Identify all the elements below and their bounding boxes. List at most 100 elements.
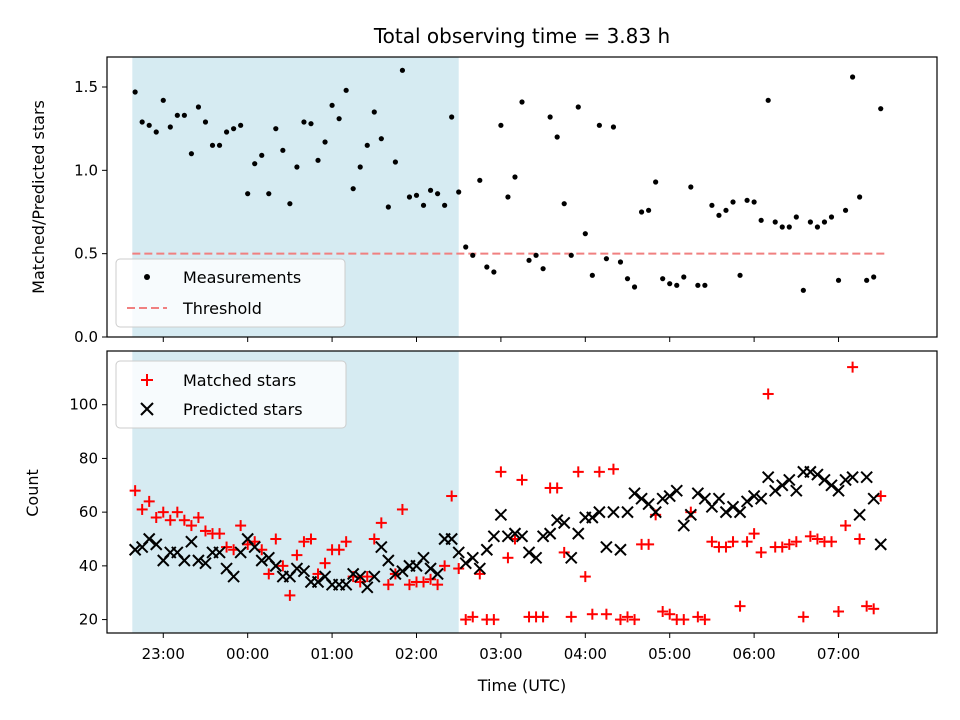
matched-stars-point	[811, 533, 823, 545]
measurement-point	[526, 257, 532, 263]
y-tick-label: 40	[79, 557, 98, 575]
measurement-point	[681, 274, 687, 280]
measurement-point	[491, 269, 497, 275]
predicted-stars-point	[543, 527, 557, 540]
predicted-stars-point	[719, 505, 733, 519]
predicted-stars-point	[473, 562, 487, 575]
x-tick-label: 01:00	[310, 645, 353, 663]
measurement-point	[758, 217, 764, 223]
predicted-stars-point	[128, 543, 142, 556]
measurement-point	[484, 264, 490, 270]
matched-stars-point	[432, 579, 444, 591]
measurement-point	[392, 159, 398, 165]
measurement-point	[434, 191, 441, 197]
predicted-stars-point	[178, 554, 191, 567]
matched-stars-point	[291, 549, 303, 561]
predicted-stars-point	[227, 570, 240, 583]
predicted-stars-point	[396, 565, 409, 578]
matched-stars-point	[762, 388, 774, 400]
predicted-stars-point	[494, 508, 508, 522]
predicted-stars-point	[839, 473, 852, 487]
predicted-stars-point	[691, 487, 705, 500]
legend-marker-measurements	[144, 274, 150, 280]
legend-label-matched: Matched stars	[183, 371, 296, 390]
measurement-point	[610, 124, 617, 130]
predicted-stars-point	[684, 508, 698, 522]
measurement-point	[857, 194, 863, 200]
matched-stars-point	[235, 520, 247, 532]
measurement-point	[378, 136, 384, 142]
predicted-stars-point	[614, 543, 627, 556]
y-tick-label: 1.0	[74, 161, 98, 179]
measurement-point	[512, 174, 518, 180]
predicted-stars-point	[297, 565, 311, 578]
measurement-point	[385, 204, 391, 210]
legend-label-measurements: Measurements	[183, 268, 301, 287]
predicted-stars-point	[867, 492, 880, 505]
matched-stars-point	[861, 600, 873, 612]
measurement-point	[660, 276, 666, 282]
measurement-point	[793, 214, 799, 220]
matched-stars-point	[868, 603, 880, 615]
measurement-point	[153, 129, 159, 135]
measurement-point	[139, 119, 145, 125]
measurement-point	[835, 277, 842, 283]
measurement-point	[420, 202, 427, 208]
predicted-stars-point	[452, 546, 465, 559]
measurement-point	[174, 112, 180, 118]
measurement-point	[245, 191, 251, 197]
predicted-stars-point	[192, 554, 205, 567]
matched-stars-point	[488, 614, 500, 626]
predicted-stars-point	[747, 489, 761, 503]
predicted-stars-point	[382, 554, 395, 567]
predicted-stars-point	[825, 479, 838, 492]
predicted-stars-point	[515, 530, 529, 543]
matched-stars-point	[474, 568, 486, 580]
matched-stars-point	[361, 571, 373, 583]
matched-stars-point	[600, 608, 612, 620]
predicted-stars-point	[354, 570, 367, 583]
matched-stars-point	[629, 614, 641, 626]
measurement-point	[399, 67, 406, 73]
measurement-point	[336, 116, 342, 122]
measurement-point	[547, 114, 553, 120]
predicted-stars-point	[740, 495, 754, 508]
measurement-point	[209, 142, 216, 148]
measurement-point	[779, 224, 785, 230]
measurement-point	[181, 112, 187, 118]
x-tick-label: 06:00	[733, 645, 776, 663]
measurement-point	[195, 104, 202, 110]
measurement-point	[470, 252, 476, 258]
measurement-point	[294, 164, 300, 170]
matched-stars-point	[720, 541, 732, 553]
predicted-stars-point	[818, 473, 831, 487]
predicted-stars-point	[522, 546, 536, 559]
measurement-point	[716, 212, 722, 218]
predicted-stars-point	[670, 484, 683, 497]
measurement-point	[202, 119, 209, 125]
matched-stars-point	[833, 606, 845, 618]
matched-stars-point	[460, 614, 472, 626]
predicted-stars-point	[150, 538, 163, 551]
measurement-point	[406, 194, 413, 200]
matched-stars-point	[804, 530, 816, 542]
matched-stars-point	[825, 536, 837, 548]
measurement-point	[695, 282, 701, 288]
measurement-point	[603, 256, 610, 262]
measurement-point	[371, 109, 377, 115]
measurement-point	[638, 209, 645, 215]
matched-stars-point	[840, 520, 852, 532]
predicted-stars-point	[290, 562, 304, 575]
predicted-stars-point	[712, 492, 726, 505]
measurement-point	[280, 147, 286, 153]
measurement-point	[216, 142, 223, 148]
matched-stars-point	[171, 506, 183, 518]
matched-stars-point	[614, 614, 626, 626]
matched-stars-point	[150, 512, 162, 524]
matched-stars-point	[699, 614, 711, 626]
measurement-point	[631, 284, 638, 290]
measurement-point	[540, 266, 546, 272]
measurement-point	[449, 114, 455, 120]
measurement-point	[744, 197, 750, 203]
matched-stars-point	[664, 608, 676, 620]
